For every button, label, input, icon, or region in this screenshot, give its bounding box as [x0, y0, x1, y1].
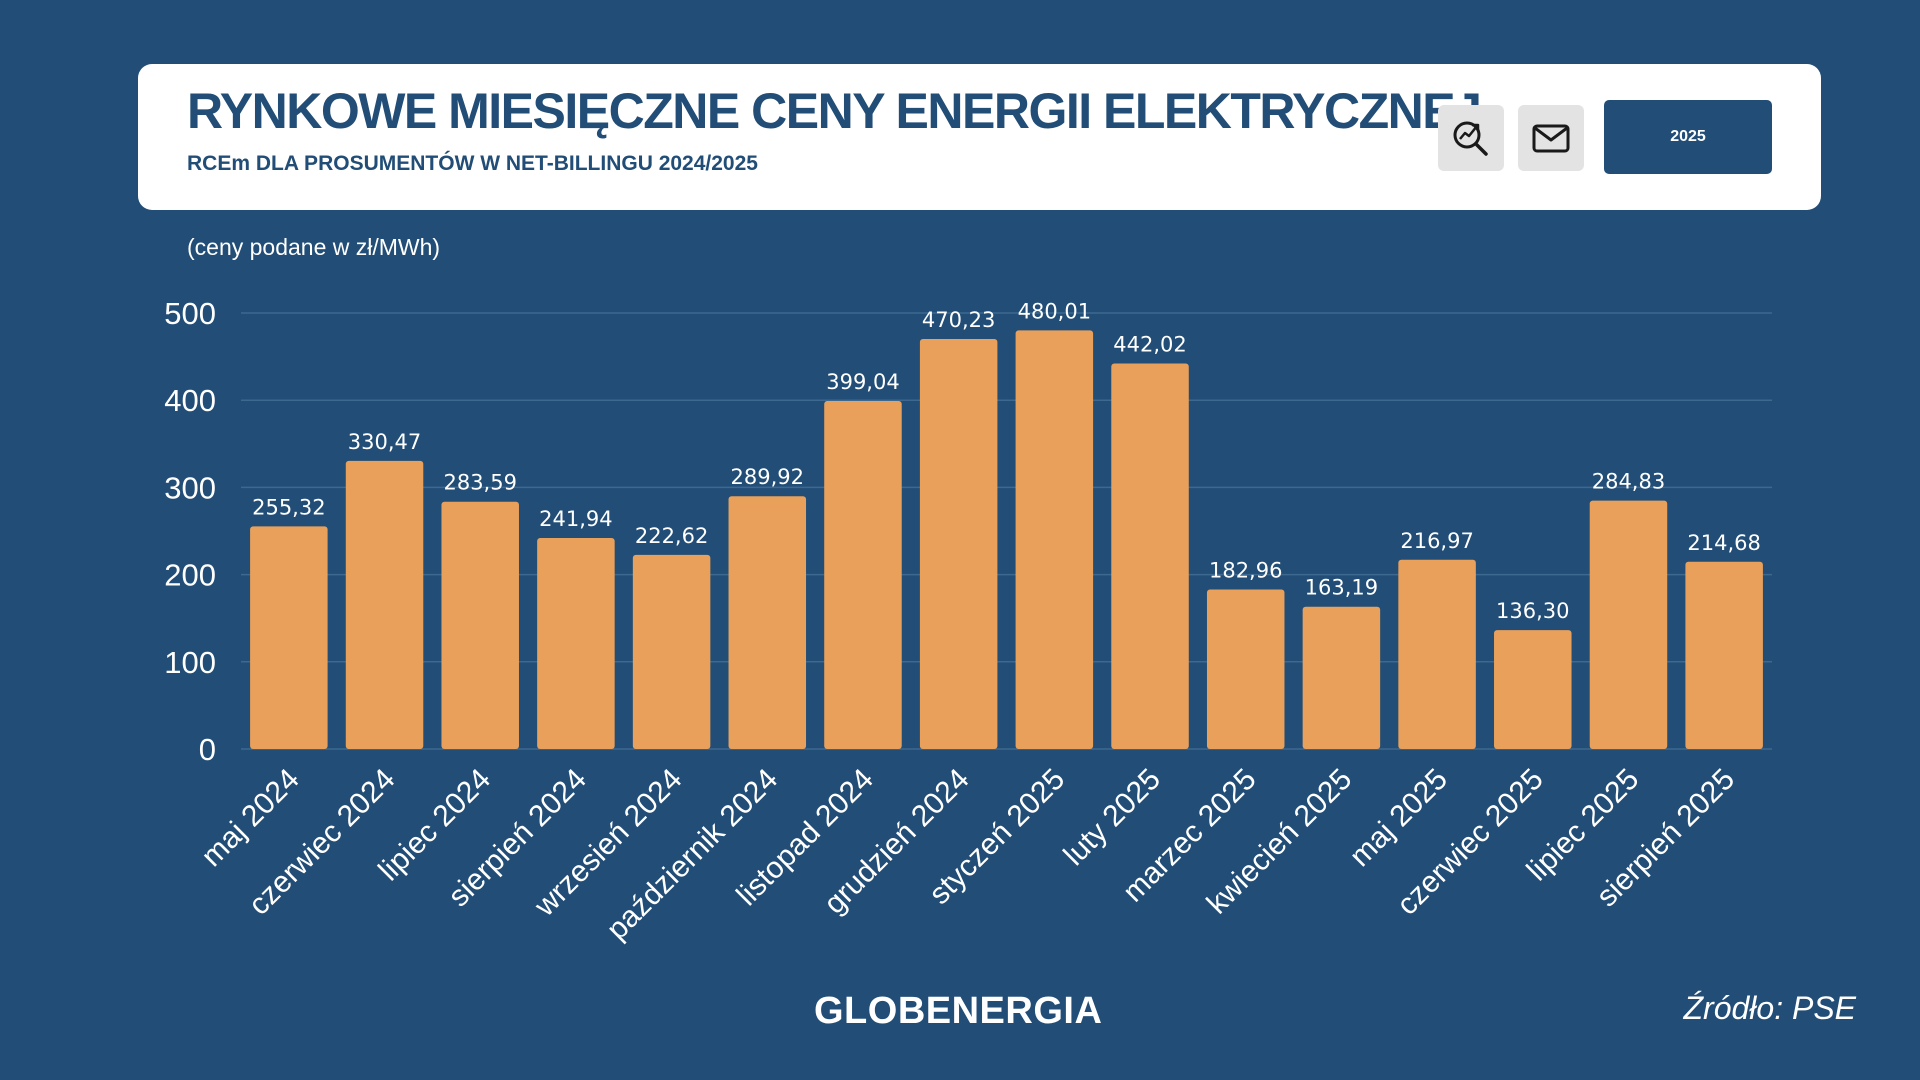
search-trend-button[interactable]: [1438, 105, 1504, 171]
bar: [824, 401, 902, 749]
data-label: 222,62: [635, 524, 708, 548]
bar: [1494, 630, 1572, 749]
bar: [345, 460, 424, 749]
data-label: 216,97: [1400, 529, 1473, 553]
data-label: 163,19: [1305, 576, 1378, 600]
globenergia-logo: GLOBENERGIA: [814, 990, 1103, 1032]
data-label: 255,32: [252, 495, 325, 519]
mail-button[interactable]: [1518, 105, 1584, 171]
data-label: 214,68: [1687, 531, 1760, 555]
data-label: 480,01: [1018, 299, 1091, 323]
page-title: RYNKOWE MIESIĘCZNE CENY ENERGII ELEKTRYC…: [187, 83, 1482, 139]
data-label: 283,59: [443, 471, 516, 495]
bar: [1589, 500, 1668, 749]
bar: [537, 538, 615, 749]
y-tick-label: 200: [164, 558, 216, 593]
bar: [919, 338, 998, 749]
y-tick-label: 300: [164, 470, 216, 505]
search-trend-icon: [1453, 121, 1488, 156]
y-tick-label: 0: [199, 732, 216, 767]
data-label: 442,02: [1113, 333, 1186, 357]
x-tick-label: październik 2024: [601, 763, 785, 947]
bar: [728, 496, 807, 749]
header-card: RYNKOWE MIESIĘCZNE CENY ENERGII ELEKTRYC…: [138, 64, 1821, 210]
bar: [1206, 589, 1285, 749]
y-tick-label: 100: [164, 645, 216, 680]
data-label: 284,83: [1592, 470, 1665, 494]
data-label: 470,23: [922, 308, 995, 332]
source-label: Źródło: PSE: [1683, 990, 1856, 1026]
page-subtitle: RCEm DLA PROSUMENTÓW W NET-BILLINGU 2024…: [187, 152, 758, 175]
bar: [1398, 559, 1476, 749]
bar: [1015, 330, 1094, 749]
bar: [441, 501, 519, 749]
data-label: 136,30: [1496, 599, 1569, 623]
data-label: 182,96: [1209, 558, 1282, 582]
bar: [632, 554, 711, 749]
unit-note: (ceny podane w zł/MWh): [187, 234, 441, 260]
data-label: 330,47: [348, 430, 421, 454]
y-tick-label: 400: [164, 383, 216, 418]
bar: [250, 526, 328, 749]
mail-icon: [1532, 124, 1570, 153]
data-label: 399,04: [826, 370, 899, 394]
bar: [1302, 606, 1381, 749]
year-button[interactable]: 2025: [1604, 100, 1772, 174]
data-label: 241,94: [539, 507, 612, 531]
y-tick-label: 500: [164, 296, 216, 331]
bar: [1685, 561, 1763, 749]
bar: [1111, 363, 1189, 749]
data-label: 289,92: [731, 465, 804, 489]
